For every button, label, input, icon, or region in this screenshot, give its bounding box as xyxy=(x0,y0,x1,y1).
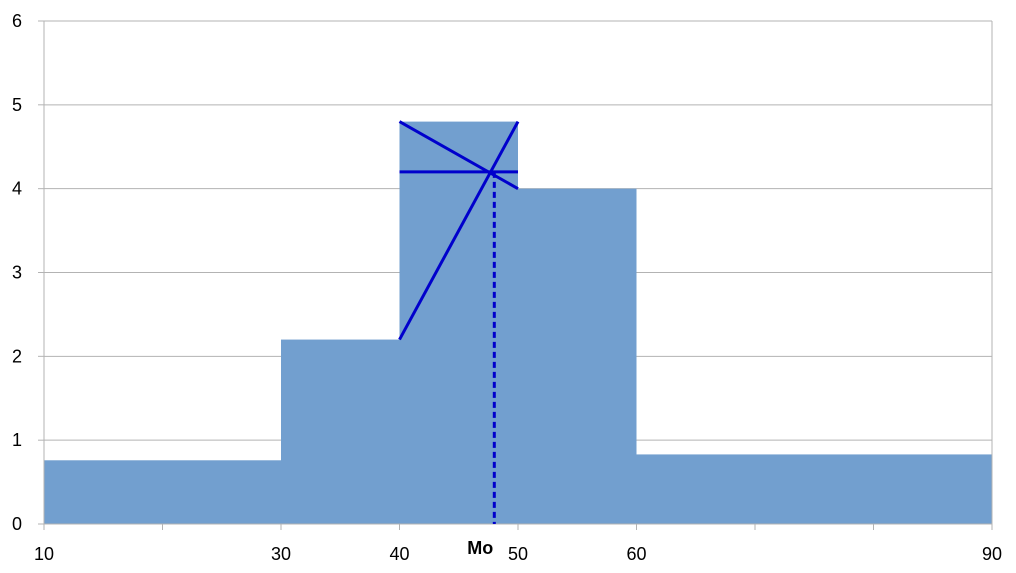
histogram-bar-50-60 xyxy=(518,188,637,524)
histogram-bar-60-90 xyxy=(636,454,992,524)
y-tick-label-6: 6 xyxy=(12,11,22,31)
x-tick-label-10: 10 xyxy=(34,544,54,564)
y-tick-label-2: 2 xyxy=(12,346,22,366)
axes xyxy=(38,20,993,530)
histogram-bar-30-40 xyxy=(281,339,400,524)
y-tick-label-4: 4 xyxy=(12,179,22,199)
histogram-bar-40-50 xyxy=(399,121,518,524)
tick-labels: 0 1 2 3 4 5 6 10 30 40 50 60 90 Mo xyxy=(12,11,1002,564)
histogram-bar-10-30 xyxy=(44,460,281,524)
x-tick-label-50: 50 xyxy=(508,544,528,564)
mode-construction-line-2 xyxy=(398,120,520,341)
y-tick-label-5: 5 xyxy=(12,95,22,115)
x-tick-label-60: 60 xyxy=(626,544,646,564)
mode-label: Mo xyxy=(467,538,493,558)
y-tick-label-0: 0 xyxy=(12,514,22,534)
x-tick-label-30: 30 xyxy=(271,544,291,564)
x-tick-label-90: 90 xyxy=(982,544,1002,564)
x-tick-label-40: 40 xyxy=(389,544,409,564)
histogram-bars xyxy=(44,121,992,524)
mode-construction-line-1 xyxy=(398,120,519,190)
y-tick-label-1: 1 xyxy=(12,430,22,450)
mode-construction xyxy=(398,120,520,524)
y-tick-label-3: 3 xyxy=(12,263,22,283)
